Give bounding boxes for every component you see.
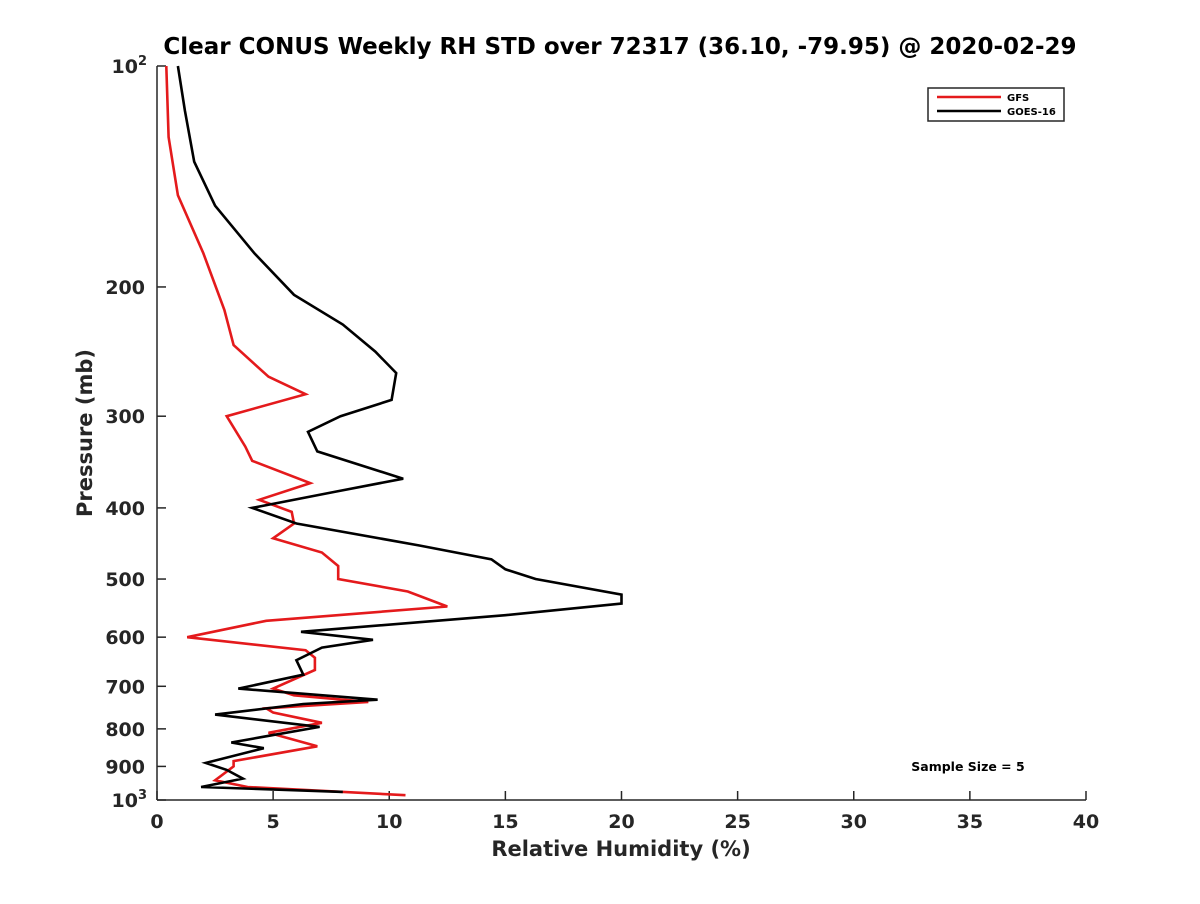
series-line-goes-16 [176,65,623,794]
y-tick-label: 10 [112,56,138,78]
x-tick-label: 5 [267,811,280,833]
x-tick-label: 35 [957,811,983,833]
legend-label: GFS [1007,93,1029,104]
x-tick-label: 15 [492,811,518,833]
x-tick-label: 40 [1073,811,1099,833]
y-tick-label: 10 [112,790,138,812]
y-axis-label: Pressure (mb) [73,349,97,517]
y-tick-label: 200 [105,277,145,299]
legend-label: GOES-16 [1007,107,1056,118]
x-axis-label: Relative Humidity (%) [491,837,750,861]
series-line-gfs [165,65,448,797]
x-tick-label: 30 [841,811,867,833]
legend-box [927,87,1065,122]
chart-title: Clear CONUS Weekly RH STD over 72317 (36… [163,34,1076,60]
y-tick-exponent: 3 [138,788,147,803]
x-tick-label: 0 [150,811,163,833]
y-tick-label: 400 [105,498,145,520]
sample-size-annotation: Sample Size = 5 [911,759,1024,774]
x-ticks: 0 5 10 15 20 25 30 35 40 [150,791,1099,833]
y-tick-label: 600 [105,627,145,649]
y-tick-label: 300 [105,406,145,428]
series-lines [165,65,623,797]
x-tick-label: 20 [608,811,634,833]
y-tick-label: 500 [105,569,145,591]
y-tick-label: 800 [105,719,145,741]
y-tick-label: 900 [105,756,145,778]
x-tick-label: 10 [376,811,402,833]
y-tick-label: 700 [105,676,145,698]
legend: GFS GOES-16 [927,87,1065,122]
x-tick-label: 25 [724,811,750,833]
y-tick-exponent: 2 [138,54,147,69]
